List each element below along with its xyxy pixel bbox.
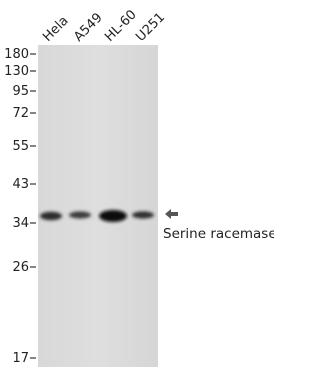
marker-label: 95 [12, 84, 29, 99]
target-label: Serine racemase [163, 226, 274, 242]
band [99, 210, 127, 222]
lane-label: U251 [133, 10, 168, 45]
band [69, 211, 91, 218]
marker-label: 17 [12, 351, 29, 366]
membrane [38, 45, 158, 367]
band [40, 212, 62, 220]
lane-label: A549 [71, 10, 105, 44]
western-blot: Serine racemase 180 130 95 72 55 43 34 26 17 Hela… [0, 0, 274, 367]
marker-label: 180 [4, 47, 29, 62]
marker-label: 34 [12, 216, 29, 231]
marker-label: 72 [12, 106, 29, 121]
lane-label: Hela [40, 13, 71, 44]
marker-label: 43 [12, 177, 29, 192]
marker-label: 26 [12, 260, 29, 275]
arrow [165, 209, 178, 219]
marker-label: 55 [12, 139, 29, 154]
marker-label: 130 [4, 64, 29, 79]
band [132, 211, 154, 218]
lane-label: HL-60 [102, 7, 139, 44]
